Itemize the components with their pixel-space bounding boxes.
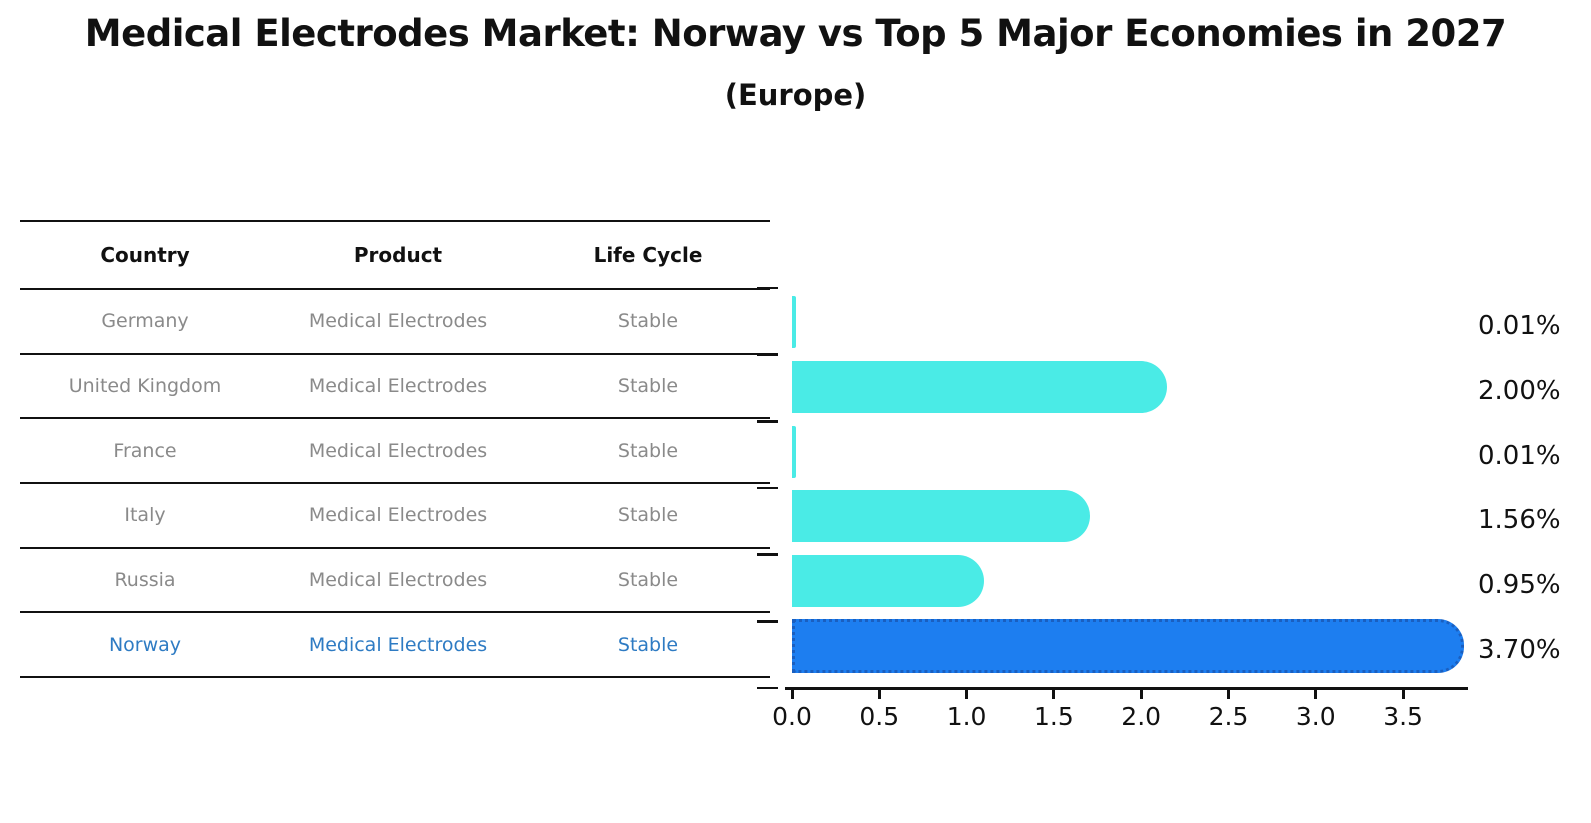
value-label-russia: 0.95% — [1478, 570, 1561, 600]
table-header-life-cycle: Life Cycle — [593, 243, 703, 267]
table-cell-country: Italy — [124, 504, 166, 527]
value-label-germany: 0.01% — [1478, 311, 1561, 342]
x-tick-label: 0.0 — [772, 702, 812, 731]
x-tick — [790, 690, 794, 699]
chart-subtitle: (Europe) — [724, 78, 867, 112]
table-header-row: Country Product Life Cycle — [20, 220, 770, 290]
y-tick — [757, 620, 778, 623]
table-cell-life-cycle: Stable — [617, 569, 679, 591]
table-cell-product: Medical Electrodes — [308, 504, 488, 527]
x-tick-label: 0.5 — [859, 702, 900, 731]
x-tick — [965, 690, 969, 699]
table-cell-life-cycle: Stable — [617, 633, 679, 656]
table-row-germany: Germany Medical Electrodes Stable — [20, 290, 770, 355]
x-tick — [1139, 690, 1143, 699]
table-cell-product: Medical Electrodes — [308, 439, 488, 462]
table-cell-country: France — [113, 439, 177, 462]
bar-russia — [792, 555, 984, 607]
table-row-france: France Medical Electrodes Stable — [20, 419, 770, 484]
bar-france — [792, 425, 796, 478]
x-tick-label: 2.5 — [1208, 702, 1249, 731]
x-tick-label: 1.5 — [1034, 702, 1074, 731]
y-tick — [757, 286, 778, 290]
table-cell-life-cycle: Stable — [617, 374, 679, 397]
chart-title: Medical Electrodes Market: Norway vs Top… — [84, 12, 1507, 55]
value-label-norway: 3.70% — [1478, 634, 1561, 665]
value-label-france: 0.01% — [1478, 440, 1561, 471]
table-cell-country: Russia — [114, 569, 176, 591]
y-tick — [757, 486, 778, 490]
table-header-country: Country — [100, 243, 190, 267]
bar-norway — [792, 618, 1465, 673]
table-row-united-kingdom: United Kingdom Medical Electrodes Stable — [20, 355, 770, 420]
x-axis-line — [785, 687, 1468, 690]
x-tick-label: 2.0 — [1121, 702, 1162, 731]
value-label-italy: 1.56% — [1478, 505, 1561, 536]
bar-germany — [792, 296, 796, 349]
table-cell-country: Germany — [101, 310, 189, 333]
bar-italy — [792, 490, 1091, 543]
table-cell-product: Medical Electrodes — [308, 310, 488, 333]
table-header-product: Product — [353, 243, 443, 267]
table-row-russia: Russia Medical Electrodes Stable — [20, 549, 770, 614]
table-cell-life-cycle: Stable — [617, 310, 679, 333]
table-row-norway: Norway Medical Electrodes Stable — [20, 613, 770, 678]
y-tick — [757, 420, 778, 423]
x-tick — [1401, 690, 1405, 699]
x-tick-label: 3.0 — [1295, 702, 1336, 731]
x-tick-label: 3.5 — [1383, 702, 1423, 731]
table-cell-life-cycle: Stable — [617, 504, 679, 527]
table-cell-country: Norway — [108, 633, 182, 656]
x-tick-label: 1.0 — [946, 702, 987, 731]
y-tick — [757, 686, 778, 690]
y-tick — [757, 553, 778, 556]
y-tick — [757, 353, 778, 356]
table-cell-product: Medical Electrodes — [308, 633, 488, 656]
table-cell-life-cycle: Stable — [617, 439, 679, 462]
value-label-united-kingdom: 2.00% — [1478, 376, 1561, 406]
table-cell-country: United Kingdom — [68, 374, 222, 397]
x-tick — [877, 690, 881, 699]
x-tick — [1227, 690, 1230, 699]
x-tick — [1052, 690, 1056, 699]
table-cell-product: Medical Electrodes — [308, 374, 488, 397]
table-row-italy: Italy Medical Electrodes Stable — [20, 484, 770, 549]
x-tick — [1314, 690, 1318, 699]
table-cell-product: Medical Electrodes — [308, 569, 488, 591]
bar-united-kingdom — [792, 361, 1168, 413]
